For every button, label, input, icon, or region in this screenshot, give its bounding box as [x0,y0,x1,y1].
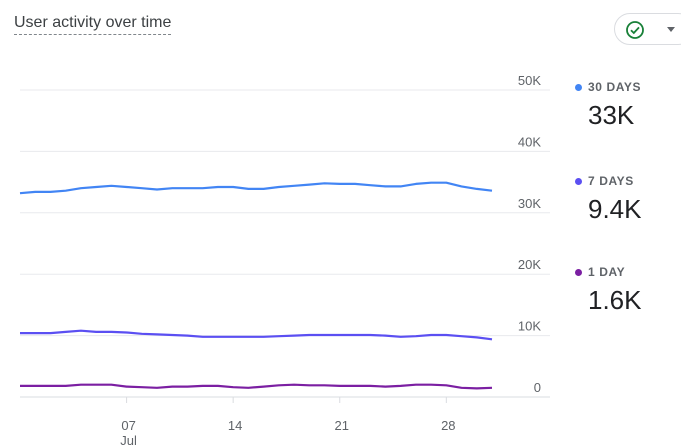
x-tick-sublabel: Jul [120,433,137,448]
series-line-1-day [20,383,493,390]
legend-label: 30 DAYS [588,80,642,94]
legend-dot-30-days [575,83,582,91]
legend-value: 9.4K [588,194,642,224]
y-tick-label: 40K [518,134,541,149]
comparison-selector-button[interactable] [614,13,681,45]
check-circle-icon [626,21,644,39]
legend-item-7-days: 7 DAYS 9.4K [575,174,642,225]
legend-item-1-day: 1 DAY 1.6K [575,265,642,316]
legend-dot-1-day [575,268,582,276]
x-tick-label: 14 [228,418,242,433]
y-tick-label: 20K [518,257,541,272]
legend-label: 1 DAY [588,265,626,279]
y-tick-label: 10K [518,319,541,334]
series-line-7-days [20,329,493,341]
chevron-down-icon [667,27,675,32]
y-tick-label: 30K [518,196,541,211]
legend-item-30-days: 30 DAYS 33K [575,80,641,131]
legend-value: 1.6K [588,285,642,315]
y-tick-label: 0 [534,380,541,395]
x-tick-label: 21 [335,418,349,433]
legend-value: 33K [588,100,635,130]
legend-dot-7-days [575,177,582,185]
x-tick-label: 07 [121,418,135,433]
legend-label: 7 DAYS [588,174,634,188]
y-tick-label: 50K [518,73,541,88]
x-tick-label: 28 [441,418,455,433]
chart-title[interactable]: User activity over time [14,14,172,35]
series-line-30-days [19,181,493,195]
